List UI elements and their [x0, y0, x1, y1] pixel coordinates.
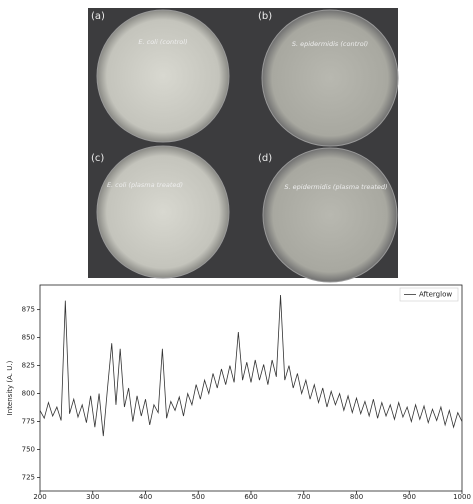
panel-letter: (d): [258, 153, 272, 164]
data-line: [39, 295, 463, 437]
plot-frame: [39, 284, 463, 492]
panel-label: E. coli (plasma treated): [107, 181, 183, 189]
panel-label: E. coli (control): [138, 38, 187, 46]
dish: [262, 147, 398, 283]
legend-box: [399, 287, 459, 302]
panel-letter: (b): [258, 11, 272, 22]
panel-label: S. epidermidis (plasma treated): [284, 183, 387, 191]
x-tick-label: 300: [86, 493, 99, 500]
panel-letter: (c): [91, 153, 104, 164]
x-tick-label: 1000: [453, 493, 471, 500]
dish: [96, 9, 230, 143]
y-tick-label: 875: [22, 306, 35, 314]
y-tick-label: 850: [22, 334, 35, 342]
panel-letter: (a): [91, 11, 105, 22]
x-tick-label: 600: [244, 493, 257, 500]
legend-label: Afterglow: [419, 291, 452, 299]
y-tick-label: 825: [22, 362, 35, 370]
x-tick-label: 500: [192, 493, 205, 500]
x-tick-label: 400: [139, 493, 152, 500]
y-tick-label: 750: [22, 446, 35, 454]
y-tick-label: 775: [22, 418, 35, 426]
x-tick-label: 200: [33, 493, 46, 500]
dish: [261, 9, 399, 147]
x-tick-label: 900: [403, 493, 416, 500]
y-tick-label: 800: [22, 390, 35, 398]
panel-label: S. epidermidis (control): [292, 40, 368, 48]
x-tick-label: 800: [350, 493, 363, 500]
y-tick-label: 725: [22, 474, 35, 482]
dish: [96, 145, 230, 279]
x-tick-label: 700: [297, 493, 310, 500]
y-axis-label: Intensity (A. U.): [6, 360, 14, 415]
